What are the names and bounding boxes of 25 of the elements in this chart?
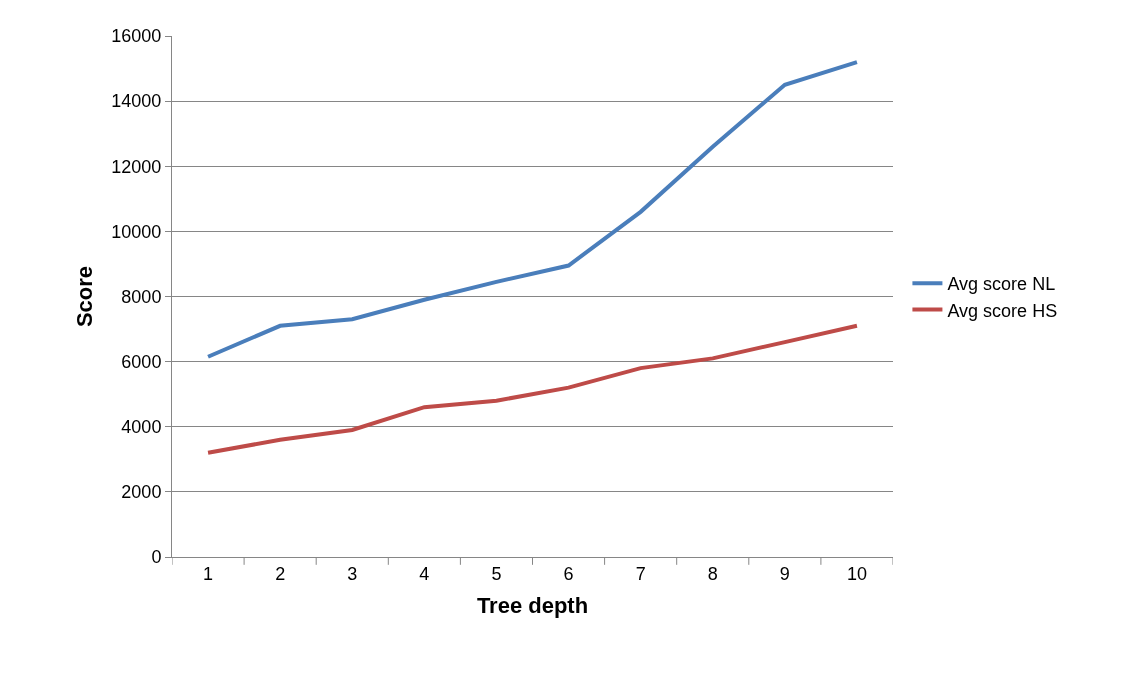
- x-tick-label: 6: [563, 563, 574, 584]
- y-tick-label: 8000: [121, 286, 162, 307]
- y-tick-label: 0: [151, 547, 162, 568]
- x-tick-label: 9: [779, 563, 790, 584]
- y-tick-label: 10000: [111, 221, 162, 242]
- x-tick-label: 5: [491, 563, 502, 584]
- legend-label: Avg score HS: [947, 300, 1058, 321]
- y-tick-label: 4000: [121, 417, 162, 438]
- x-tick-label: 2: [275, 563, 286, 584]
- y-tick-label: 16000: [111, 26, 162, 47]
- y-tick-label: 6000: [121, 351, 162, 372]
- line-series: [206, 323, 859, 455]
- line-series: [206, 60, 859, 359]
- y-tick-label: 12000: [111, 156, 162, 177]
- x-axis-title: Tree depth: [476, 593, 589, 619]
- x-tick-label: 7: [635, 563, 646, 584]
- y-tick-label: 2000: [121, 482, 162, 503]
- x-tick-label: 1: [203, 563, 214, 584]
- x-tick-label: 10: [846, 563, 867, 584]
- y-tick-label: 14000: [111, 91, 162, 112]
- y-axis-title: Score: [72, 265, 98, 328]
- legend-label: Avg score NL: [947, 274, 1056, 295]
- x-tick-label: 4: [419, 563, 430, 584]
- x-tick-label: 8: [707, 563, 718, 584]
- x-tick-label: 3: [347, 563, 358, 584]
